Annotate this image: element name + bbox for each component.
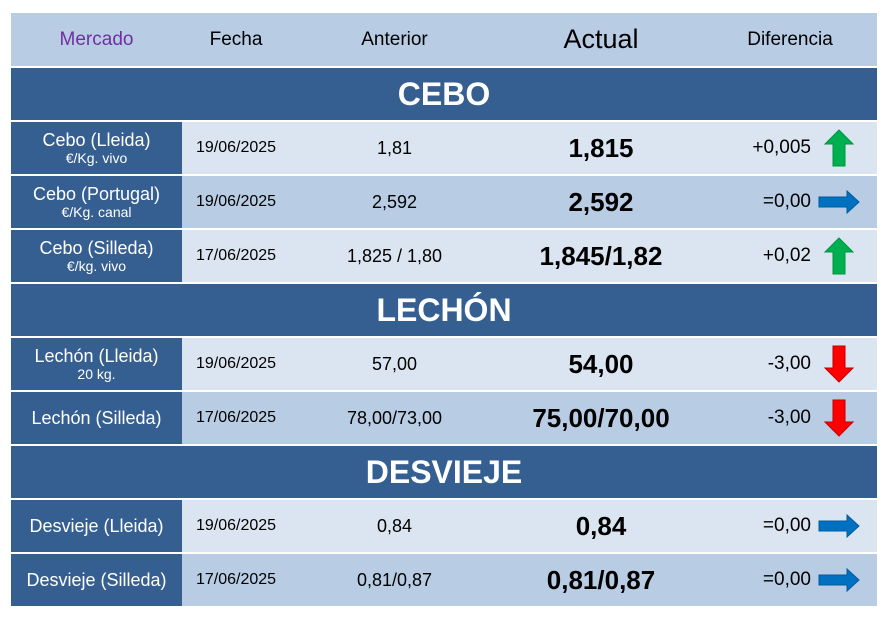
market-unit: €/kg. vivo bbox=[67, 258, 126, 274]
current-price: 1,815 bbox=[499, 122, 703, 174]
table-body: CEBO Cebo (Lleida) €/Kg. vivo 19/06/2025… bbox=[11, 68, 877, 608]
previous-price: 78,00/73,00 bbox=[290, 392, 499, 444]
difference-value: =0,00 bbox=[763, 191, 811, 213]
table-row: Cebo (Lleida) €/Kg. vivo 19/06/2025 1,81… bbox=[11, 122, 877, 176]
previous-price: 1,81 bbox=[290, 122, 499, 174]
date-cell: 19/06/2025 bbox=[182, 338, 290, 390]
current-price: 0,84 bbox=[499, 500, 703, 552]
header-diferencia: Diferencia bbox=[703, 13, 877, 66]
date-cell: 17/06/2025 bbox=[182, 554, 290, 606]
right-arrow-icon bbox=[817, 182, 861, 222]
difference-value: =0,00 bbox=[763, 515, 811, 537]
section-header: LECHÓN bbox=[11, 284, 877, 338]
current-price: 2,592 bbox=[499, 176, 703, 228]
market-cell: Desvieje (Lleida) bbox=[11, 500, 182, 552]
difference-value: +0,02 bbox=[763, 245, 811, 267]
previous-price: 0,84 bbox=[290, 500, 499, 552]
market-unit: €/Kg. vivo bbox=[66, 150, 127, 166]
difference-cell: -3,00 bbox=[703, 392, 877, 444]
current-price: 75,00/70,00 bbox=[499, 392, 703, 444]
market-name: Cebo (Lleida) bbox=[42, 130, 150, 151]
table-header: Mercado Fecha Anterior Actual Diferencia bbox=[11, 13, 877, 68]
difference-value: =0,00 bbox=[763, 569, 811, 591]
table-row: Lechón (Silleda) 17/06/2025 78,00/73,00 … bbox=[11, 392, 877, 446]
up-arrow-icon bbox=[817, 128, 861, 168]
current-price: 54,00 bbox=[499, 338, 703, 390]
previous-price: 1,825 / 1,80 bbox=[290, 230, 499, 282]
difference-cell: -3,00 bbox=[703, 338, 877, 390]
market-name: Lechón (Lleida) bbox=[34, 346, 158, 367]
market-cell: Cebo (Lleida) €/Kg. vivo bbox=[11, 122, 182, 174]
current-price: 0,81/0,87 bbox=[499, 554, 703, 606]
difference-cell: =0,00 bbox=[703, 176, 877, 228]
difference-value: -3,00 bbox=[768, 353, 811, 375]
header-mercado: Mercado bbox=[11, 13, 182, 66]
market-name: Desvieje (Lleida) bbox=[29, 516, 163, 537]
right-arrow-icon bbox=[817, 506, 861, 546]
difference-cell: +0,02 bbox=[703, 230, 877, 282]
previous-price: 0,81/0,87 bbox=[290, 554, 499, 606]
header-actual: Actual bbox=[499, 13, 703, 66]
market-name: Cebo (Silleda) bbox=[39, 238, 153, 259]
current-price: 1,845/1,82 bbox=[499, 230, 703, 282]
section-header: DESVIEJE bbox=[11, 446, 877, 500]
date-cell: 19/06/2025 bbox=[182, 176, 290, 228]
difference-value: -3,00 bbox=[768, 407, 811, 429]
date-cell: 17/06/2025 bbox=[182, 392, 290, 444]
down-arrow-icon bbox=[817, 398, 861, 438]
header-fecha: Fecha bbox=[182, 13, 290, 66]
previous-price: 57,00 bbox=[290, 338, 499, 390]
up-arrow-icon bbox=[817, 236, 861, 276]
table-row: Lechón (Lleida) 20 kg. 19/06/2025 57,00 … bbox=[11, 338, 877, 392]
price-table: Mercado Fecha Anterior Actual Diferencia… bbox=[11, 13, 877, 608]
market-unit: 20 kg. bbox=[77, 366, 115, 382]
header-anterior: Anterior bbox=[290, 13, 499, 66]
date-cell: 17/06/2025 bbox=[182, 230, 290, 282]
section-header: CEBO bbox=[11, 68, 877, 122]
table-row: Cebo (Silleda) €/kg. vivo 17/06/2025 1,8… bbox=[11, 230, 877, 284]
table-row: Desvieje (Silleda) 17/06/2025 0,81/0,87 … bbox=[11, 554, 877, 608]
market-name: Lechón (Silleda) bbox=[31, 408, 161, 429]
previous-price: 2,592 bbox=[290, 176, 499, 228]
down-arrow-icon bbox=[817, 344, 861, 384]
market-cell: Lechón (Silleda) bbox=[11, 392, 182, 444]
date-cell: 19/06/2025 bbox=[182, 122, 290, 174]
difference-cell: =0,00 bbox=[703, 500, 877, 552]
market-cell: Cebo (Silleda) €/kg. vivo bbox=[11, 230, 182, 282]
date-cell: 19/06/2025 bbox=[182, 500, 290, 552]
market-name: Desvieje (Silleda) bbox=[26, 570, 166, 591]
difference-cell: =0,00 bbox=[703, 554, 877, 606]
difference-cell: +0,005 bbox=[703, 122, 877, 174]
market-cell: Desvieje (Silleda) bbox=[11, 554, 182, 606]
market-cell: Cebo (Portugal) €/Kg. canal bbox=[11, 176, 182, 228]
market-name: Cebo (Portugal) bbox=[33, 184, 160, 205]
market-cell: Lechón (Lleida) 20 kg. bbox=[11, 338, 182, 390]
difference-value: +0,005 bbox=[752, 137, 811, 159]
table-row: Desvieje (Lleida) 19/06/2025 0,84 0,84 =… bbox=[11, 500, 877, 554]
right-arrow-icon bbox=[817, 560, 861, 600]
market-unit: €/Kg. canal bbox=[61, 204, 131, 220]
table-row: Cebo (Portugal) €/Kg. canal 19/06/2025 2… bbox=[11, 176, 877, 230]
